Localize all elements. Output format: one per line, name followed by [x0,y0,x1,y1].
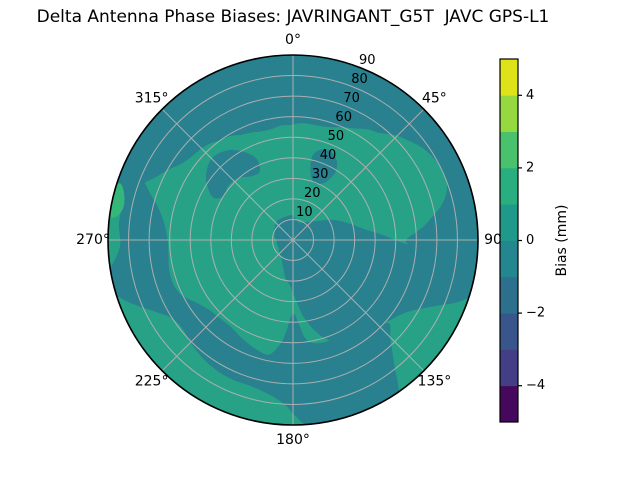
colorbar-tick-label--4: −4 [526,378,545,393]
radial-tick-label-50: 50 [328,129,345,144]
colorbar-tick-label-2: 2 [526,160,534,175]
angular-tick-label-135: 135° [418,373,452,389]
contour-region-bottom-band [108,173,400,425]
radial-tick-label-20: 20 [304,186,321,201]
contour-region-north-blob [310,149,338,185]
contour-region-center-right-blob [274,215,476,343]
colorbar-segment-6 [500,167,518,205]
radial-tick-label-90: 90 [359,53,376,68]
colorbar-segment-3 [500,276,518,314]
angular-tick-label-0: 0° [285,32,301,48]
radial-tick-label-10: 10 [296,205,313,220]
colorbar-segment-5 [500,204,518,241]
colorbar-tick-label-0: 0 [526,233,534,248]
polar-rim [107,54,479,426]
grid-spoke-45 [292,108,425,241]
grid-spoke-225 [161,239,294,372]
contour-region-outer-band [108,55,478,301]
angular-tick-label-90: 90 [484,232,502,248]
chart-title: Delta Antenna Phase Biases: JAVRINGANT_G… [36,7,550,27]
grid-spoke-135 [292,239,425,372]
colorbar-segment-0 [500,385,518,423]
colorbar-segment-4 [500,240,518,278]
radial-tick-label-80: 80 [351,72,368,87]
angular-tick-label-315: 315° [135,91,169,107]
colorbar-segment-7 [500,131,518,169]
colorbar-segment-2 [500,313,518,350]
colorbar-tick-label--2: −2 [526,306,545,321]
contour-region-upper-left-arc [205,149,261,199]
angular-tick-label-180: 180° [276,432,310,448]
colorbar-tick-label-4: 4 [526,88,534,103]
angular-tick-label-270: 270° [76,232,110,248]
radial-tick-label-60: 60 [335,110,352,125]
colorbar-segment-9 [500,59,518,96]
radial-tick-label-70: 70 [343,91,360,106]
colorbar [500,59,518,423]
angular-tick-label-45: 45° [422,91,447,107]
colorbar-segment-8 [500,95,518,132]
colorbar-segment-1 [500,349,518,387]
colorbar-axis-label: Bias (mm) [554,204,570,276]
grid-spoke-315 [161,108,294,241]
angular-tick-label-225: 225° [135,373,169,389]
radial-tick-label-40: 40 [320,148,337,163]
radial-tick-label-30: 30 [312,167,329,182]
polar-grid [108,55,478,425]
